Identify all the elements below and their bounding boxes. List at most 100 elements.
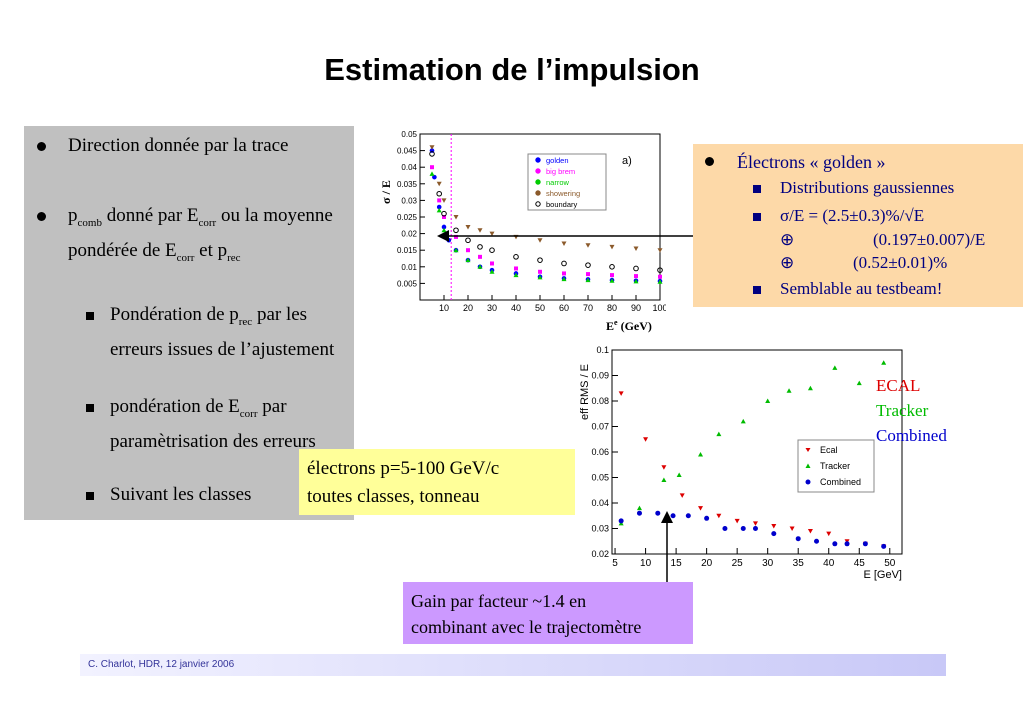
legend-marker: [805, 463, 811, 468]
data-point: [453, 215, 459, 220]
data-point: [618, 391, 624, 396]
data-point: [436, 181, 442, 187]
data-point: [490, 261, 494, 266]
data-point: [795, 536, 801, 542]
y-tick-label: 0.05: [401, 130, 417, 139]
data-point: [634, 274, 638, 279]
data-point: [561, 241, 567, 247]
data-point: [609, 244, 615, 250]
sub-bullet-square: [753, 213, 761, 221]
golden-formula-term2: (0.197±0.007)/E: [873, 230, 986, 249]
legend-marker: [535, 157, 541, 163]
sub-bullet-square: [753, 286, 761, 294]
gain-note-box: Gain par facteur ~1.4 en combinant avec …: [403, 582, 693, 644]
data-point: [514, 266, 518, 271]
data-point: [657, 248, 663, 253]
data-point: [466, 248, 470, 253]
data-point: [722, 526, 728, 531]
electrons-note-box: électrons p=5-100 GeV/c toutes classes, …: [299, 449, 575, 515]
data-point: [636, 510, 642, 516]
data-point: [881, 543, 887, 549]
y-tick-label: 0.025: [397, 213, 418, 222]
x-tick-label: 15: [671, 558, 683, 569]
data-point: [856, 380, 862, 386]
data-point: [618, 518, 624, 524]
legend-marker: [535, 190, 541, 196]
x-tick-label: 80: [607, 303, 617, 313]
data-point: [657, 279, 663, 284]
electrons-note-line2: toutes classes, tonneau: [307, 486, 480, 507]
legend-entry: showering: [546, 189, 580, 198]
sub-bullet-square: [86, 312, 94, 320]
slide-title: Estimation de l’impulsion: [324, 52, 700, 87]
footer-bar: C. Charlot, HDR, 12 janvier 2006: [80, 654, 946, 676]
data-point: [685, 513, 691, 519]
data-point: [862, 541, 868, 547]
legend-tracker-label: Tracker: [876, 401, 929, 420]
x-tick-label: 90: [631, 303, 641, 313]
data-point: [655, 510, 661, 516]
data-point: [561, 260, 567, 267]
data-point: [562, 271, 566, 276]
data-point: [609, 264, 615, 270]
data-point: [676, 472, 682, 477]
data-point: [765, 398, 771, 403]
legend-entry: Combined: [820, 477, 861, 487]
data-point: [561, 276, 567, 282]
x-tick-label: 70: [583, 303, 593, 313]
x-tick-label: 50: [884, 558, 896, 569]
legend-combined-label: Combined: [876, 426, 947, 445]
data-point: [610, 273, 614, 278]
legend-entry: Ecal: [820, 445, 838, 455]
data-point: [436, 190, 443, 197]
data-point: [477, 264, 483, 269]
chart-resolution-classes: 0.005 0.01 0.015 0.02 0.025 0.03 0.035 0.04 0.04…: [376, 128, 666, 342]
y-tick-label: 0.005: [397, 279, 418, 288]
data-point: [844, 541, 850, 547]
data-point: [454, 234, 458, 239]
data-point: [881, 360, 887, 365]
data-point: [436, 204, 442, 210]
y-tick-label: 0.035: [397, 180, 418, 189]
legend-marker: [805, 479, 811, 485]
data-point: [537, 274, 543, 280]
data-point: [704, 515, 710, 521]
data-point: [477, 228, 483, 233]
legend-ecal-label: ECAL: [876, 376, 921, 395]
data-point: [807, 529, 813, 534]
data-point: [429, 145, 435, 150]
gain-note-line2: combinant avec le trajectomètre: [411, 617, 642, 637]
x-tick-label: 100: [652, 303, 666, 313]
data-point: [429, 151, 435, 157]
legend-box: [797, 439, 875, 493]
data-point: [658, 274, 662, 279]
panel-label: a): [622, 155, 632, 167]
subbullet-classes: Suivant les classes: [110, 484, 252, 505]
data-point: [453, 247, 459, 253]
data-point: [633, 278, 639, 284]
data-point: [429, 171, 435, 176]
data-point: [465, 257, 471, 263]
y-tick-label: 0.06: [591, 447, 609, 457]
y-tick-label: 0.03: [591, 524, 609, 534]
data-point: [441, 224, 447, 230]
data-point: [537, 238, 543, 243]
data-point: [441, 210, 447, 217]
y-axis-label: eff RMS / E: [579, 364, 591, 420]
y-axis-label: σ / E: [379, 180, 393, 204]
data-point: [752, 521, 758, 526]
bullet-pcomb: pcomb donné par Ecorr ou la moyenne pond…: [68, 205, 333, 264]
subbullet-ponderation-prec: Pondération de prec par les erreurs issu…: [110, 304, 335, 360]
data-point: [585, 262, 591, 268]
data-point: [489, 269, 495, 274]
x-tick-label: 20: [701, 558, 713, 569]
x-tick-label: 10: [640, 558, 652, 569]
data-point: [636, 505, 642, 511]
y-tick-label: 0.05: [591, 473, 609, 483]
electrons-note-line1: électrons p=5-100 GeV/c: [307, 458, 500, 479]
data-point: [513, 272, 519, 278]
data-point: [661, 465, 667, 470]
data-point: [437, 198, 442, 203]
data-point: [537, 257, 543, 263]
data-point: [698, 452, 704, 457]
